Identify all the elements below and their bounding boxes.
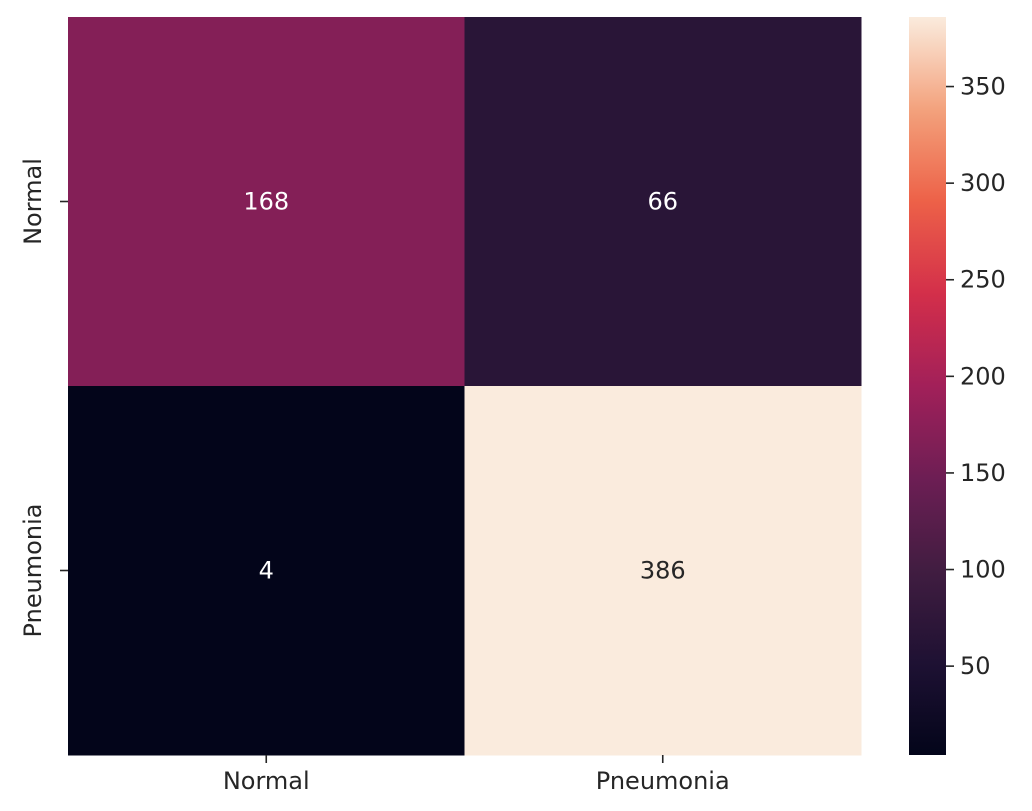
x-axis: Normal Pneumonia: [223, 755, 730, 795]
cell-value-label: 168: [243, 188, 289, 216]
colorbar: 50 100 150 200 250 300 350: [909, 17, 1006, 755]
y-tick-label: Normal: [19, 158, 47, 245]
colorbar-gradient: [909, 17, 946, 755]
colorbar-tick-label: 300: [960, 169, 1006, 197]
heatmap-cell: [68, 17, 465, 387]
y-axis: Normal Pneumonia: [19, 158, 68, 637]
colorbar-tick-label: 100: [960, 556, 1006, 584]
colorbar-tick-label: 350: [960, 73, 1006, 101]
heatmap-cell: [68, 386, 465, 756]
heatmap-cell: [464, 386, 862, 756]
heatmap-cell: [464, 17, 862, 387]
colorbar-tick-label: 200: [960, 362, 1006, 390]
colorbar-tick-label: 50: [960, 652, 991, 680]
heatmap: 168 66 4 386: [68, 17, 862, 756]
colorbar-tick-label: 250: [960, 266, 1006, 294]
x-tick-label: Pneumonia: [596, 767, 730, 795]
x-tick-label: Normal: [223, 767, 310, 795]
cell-value-label: 66: [647, 188, 678, 216]
colorbar-tick-label: 150: [960, 459, 1006, 487]
y-tick-label: Pneumonia: [19, 504, 47, 638]
cell-value-label: 386: [640, 557, 686, 585]
cell-value-label: 4: [259, 557, 274, 585]
